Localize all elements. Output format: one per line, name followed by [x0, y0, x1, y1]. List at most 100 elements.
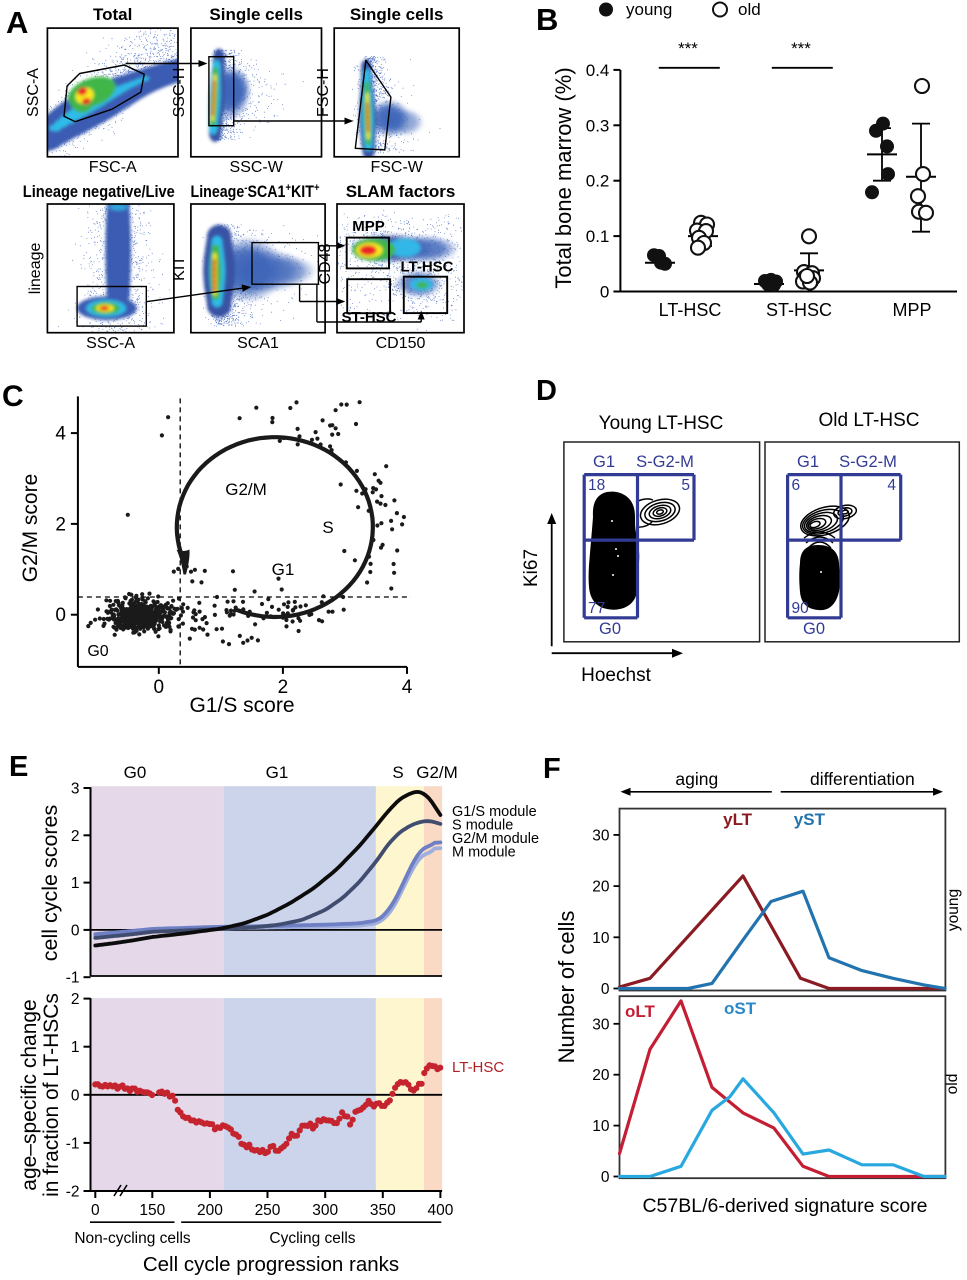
- svg-text:0: 0: [71, 1087, 80, 1104]
- svg-text:G1: G1: [266, 763, 289, 782]
- svg-text:SSC-H: SSC-H: [171, 68, 188, 118]
- svg-text:FSC-A: FSC-A: [89, 159, 137, 176]
- svg-text:age–specific change: age–specific change: [18, 999, 41, 1190]
- svg-text:Total: Total: [93, 5, 132, 24]
- svg-text:E: E: [9, 751, 28, 783]
- svg-text:0: 0: [55, 605, 66, 626]
- svg-text:90: 90: [792, 600, 810, 617]
- svg-text:yLT: yLT: [723, 810, 753, 829]
- svg-text:KIT: KIT: [171, 256, 188, 281]
- svg-text:4: 4: [55, 424, 66, 445]
- svg-text:FSC-W: FSC-W: [370, 159, 423, 176]
- svg-text:Single cells: Single cells: [350, 5, 444, 24]
- svg-text:18: 18: [588, 477, 605, 494]
- svg-text:G0: G0: [124, 763, 147, 782]
- svg-text:2: 2: [55, 514, 66, 535]
- svg-text:10: 10: [592, 930, 610, 947]
- svg-text:SLAM factors: SLAM factors: [346, 182, 456, 201]
- svg-text:G1/S module: G1/S module: [452, 804, 537, 820]
- svg-text:old: old: [944, 1074, 961, 1095]
- svg-text:G1: G1: [272, 560, 295, 579]
- svg-text:C: C: [2, 380, 24, 413]
- svg-text:CD150: CD150: [376, 335, 426, 352]
- svg-text:77: 77: [588, 600, 605, 617]
- svg-text:4: 4: [402, 677, 413, 698]
- svg-text:C57BL/6-derived signature scor: C57BL/6-derived signature score: [642, 1195, 927, 1217]
- svg-text:LT-HSC: LT-HSC: [452, 1059, 504, 1076]
- svg-text:old: old: [738, 0, 761, 19]
- svg-text:6: 6: [792, 477, 801, 494]
- svg-text:Single cells: Single cells: [209, 5, 303, 24]
- svg-text:10: 10: [592, 1118, 610, 1135]
- svg-text:150: 150: [139, 1202, 165, 1219]
- svg-text:Lineage-SCA1+KIT+: Lineage-SCA1+KIT+: [191, 182, 320, 201]
- svg-text:LT-HSC: LT-HSC: [659, 300, 722, 320]
- svg-text:Ki67: Ki67: [521, 549, 542, 587]
- svg-text:G1: G1: [593, 453, 615, 471]
- svg-text:S-G2-M: S-G2-M: [636, 453, 694, 471]
- svg-text:300: 300: [312, 1202, 338, 1219]
- svg-text:2: 2: [71, 828, 80, 845]
- svg-text:G0: G0: [87, 643, 108, 660]
- svg-text:oLT: oLT: [625, 1002, 656, 1021]
- svg-text:0: 0: [154, 677, 165, 698]
- svg-text:LT-HSC: LT-HSC: [400, 259, 453, 276]
- svg-text:oST: oST: [724, 999, 757, 1018]
- svg-text:S: S: [322, 518, 333, 537]
- svg-text:A: A: [6, 5, 28, 40]
- svg-text:0: 0: [601, 981, 610, 998]
- svg-text:Old LT-HSC: Old LT-HSC: [818, 410, 919, 431]
- svg-text:G2/M: G2/M: [225, 480, 267, 499]
- svg-text:SSC-W: SSC-W: [230, 159, 284, 176]
- svg-text:young: young: [626, 0, 672, 19]
- svg-text:30: 30: [592, 1016, 610, 1033]
- svg-text:5: 5: [681, 477, 690, 494]
- svg-text:3: 3: [71, 781, 80, 798]
- svg-text:0.2: 0.2: [586, 172, 610, 191]
- svg-text:350: 350: [370, 1202, 396, 1219]
- svg-text:ST-HSC: ST-HSC: [341, 309, 396, 326]
- svg-text:250: 250: [255, 1202, 281, 1219]
- svg-text:MPP: MPP: [892, 300, 931, 320]
- svg-text:G1/S score: G1/S score: [189, 694, 294, 717]
- svg-text:0.1: 0.1: [586, 227, 610, 246]
- svg-text:2: 2: [278, 677, 289, 698]
- svg-text:B: B: [536, 2, 558, 37]
- svg-text:20: 20: [592, 879, 610, 896]
- svg-text:4: 4: [887, 477, 896, 494]
- svg-text:30: 30: [592, 827, 610, 844]
- svg-text:S: S: [392, 763, 403, 782]
- svg-text:CD48: CD48: [317, 243, 334, 284]
- svg-text:Non-cycling cells: Non-cycling cells: [74, 1230, 191, 1247]
- svg-text:lineage: lineage: [27, 243, 44, 295]
- svg-text:D: D: [536, 375, 557, 407]
- svg-text:G2/M module: G2/M module: [452, 831, 539, 847]
- svg-text:in fraction of LT-HSCs: in fraction of LT-HSCs: [40, 993, 63, 1197]
- svg-text:400: 400: [427, 1202, 453, 1219]
- svg-text:G2/M: G2/M: [416, 763, 458, 782]
- svg-text:Total bone marrow (%): Total bone marrow (%): [551, 67, 576, 288]
- svg-text:-2: -2: [66, 1184, 80, 1201]
- svg-text:0: 0: [600, 283, 609, 302]
- svg-text:G0: G0: [803, 620, 825, 638]
- svg-text:Cell cycle progression ranks: Cell cycle progression ranks: [143, 1253, 399, 1276]
- svg-text:cell cycle scores: cell cycle scores: [38, 805, 62, 962]
- svg-text:SCA1: SCA1: [237, 335, 279, 352]
- svg-text:0: 0: [71, 922, 80, 939]
- svg-text:young: young: [945, 889, 962, 931]
- svg-text:-1: -1: [66, 970, 80, 987]
- svg-text:differentiation: differentiation: [810, 769, 915, 789]
- svg-text:M module: M module: [452, 845, 516, 861]
- svg-text:***: ***: [678, 39, 698, 58]
- svg-text:1: 1: [71, 875, 80, 892]
- svg-text:SSC-A: SSC-A: [25, 68, 42, 117]
- svg-text:FSC-H: FSC-H: [315, 68, 332, 117]
- svg-text:***: ***: [791, 39, 811, 58]
- svg-text:1: 1: [71, 1039, 80, 1056]
- svg-text:0.4: 0.4: [586, 61, 610, 80]
- svg-text:S-G2-M: S-G2-M: [839, 453, 897, 471]
- svg-text:-1: -1: [66, 1135, 80, 1152]
- svg-text:2: 2: [71, 991, 80, 1008]
- svg-text:0: 0: [91, 1202, 100, 1219]
- svg-text:200: 200: [197, 1202, 223, 1219]
